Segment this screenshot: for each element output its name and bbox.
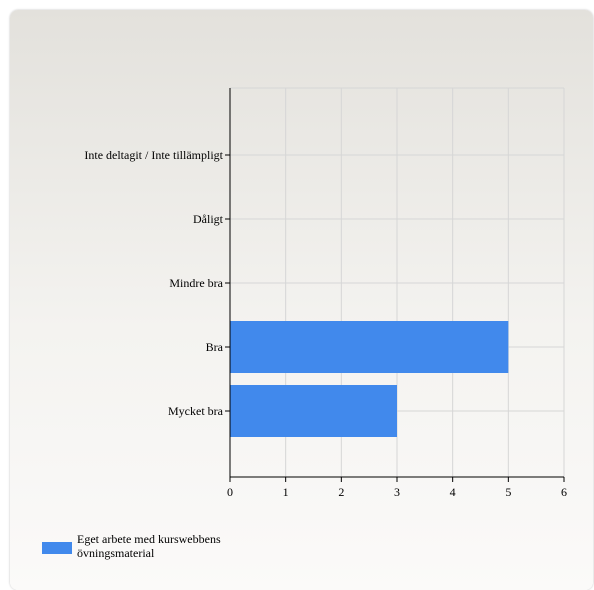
x-tick-label: 2 [338,485,344,499]
x-tick-label: 1 [283,485,289,499]
bar [230,321,508,373]
bar [230,385,397,437]
y-tick-label: Inte deltagit / Inte tillämpligt [84,148,223,162]
bars [230,321,508,437]
x-tick-label: 3 [394,485,400,499]
x-tick-label: 6 [561,485,567,499]
y-tick-label: Bra [206,340,224,354]
y-tick-label: Mycket bra [168,404,224,418]
x-tick-label: 5 [505,485,511,499]
y-tick-label: Mindre bra [169,276,223,290]
x-tick-label: 4 [450,485,456,499]
legend-label: Eget arbete med kurswebbens övningsmater… [77,532,297,560]
x-tick-label: 0 [227,485,233,499]
y-tick-label: Dåligt [193,212,224,226]
legend-swatch [42,542,72,554]
